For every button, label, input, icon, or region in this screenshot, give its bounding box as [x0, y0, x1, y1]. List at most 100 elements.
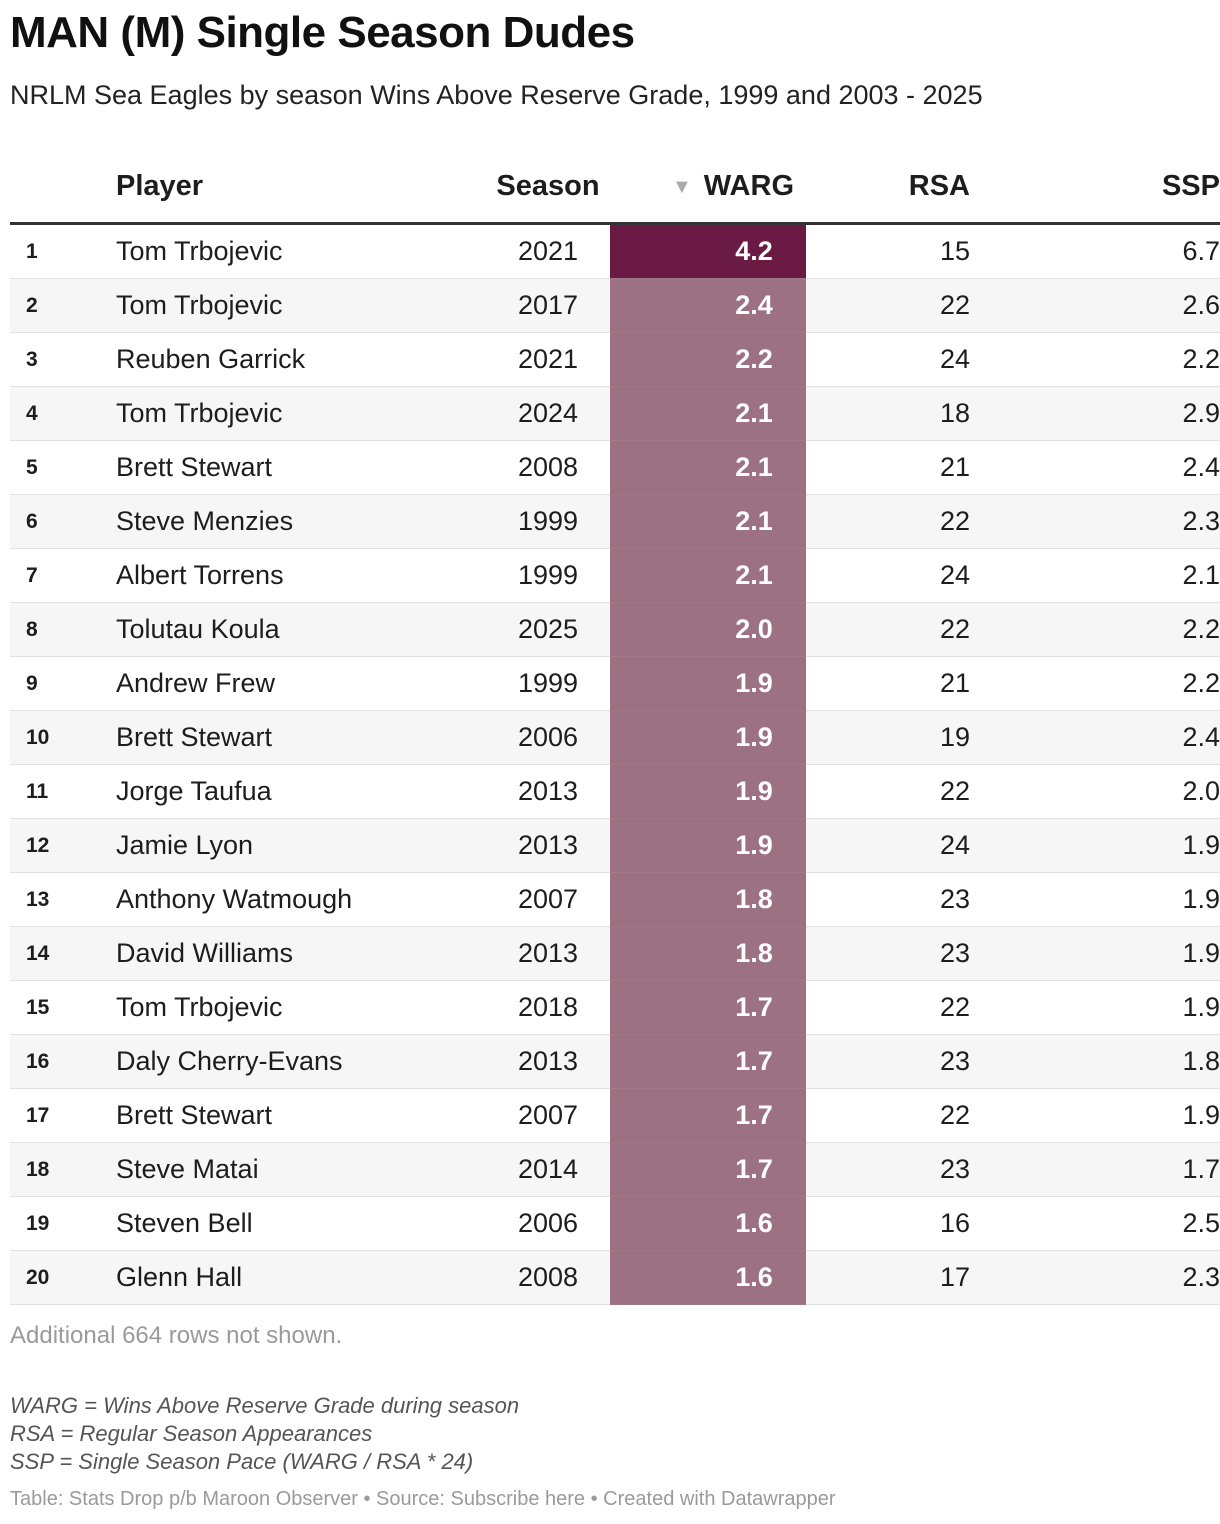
ssp-cell: 1.9	[980, 872, 1220, 927]
table-row: 17 Brett Stewart 2007 1.7 22 1.9	[10, 1088, 1220, 1143]
player-cell: Steve Matai	[116, 1142, 486, 1197]
season-cell: 2007	[486, 872, 610, 927]
table-row: 4 Tom Trbojevic 2024 2.1 18 2.9	[10, 386, 1220, 441]
season-cell: 2007	[486, 1088, 610, 1143]
ssp-cell: 2.1	[980, 548, 1220, 603]
table-row: 6 Steve Menzies 1999 2.1 22 2.3	[10, 494, 1220, 549]
footnote-rsa: RSA = Regular Season Appearances	[10, 1421, 373, 1446]
player-cell: Jamie Lyon	[116, 818, 486, 873]
ssp-cell: 2.2	[980, 602, 1220, 657]
ssp-cell: 1.7	[980, 1142, 1220, 1197]
player-cell: Reuben Garrick	[116, 332, 486, 387]
rsa-cell: 22	[806, 764, 980, 819]
ssp-cell: 1.9	[980, 926, 1220, 981]
ssp-header[interactable]: SSP	[980, 150, 1220, 225]
sort-down-icon: ▼	[671, 175, 692, 198]
table-row: 19 Steven Bell 2006 1.6 16 2.5	[10, 1196, 1220, 1251]
rsa-cell: 18	[806, 386, 980, 441]
rank-cell: 3	[10, 332, 116, 387]
rsa-cell: 22	[806, 494, 980, 549]
season-cell: 2006	[486, 1196, 610, 1251]
rsa-cell: 17	[806, 1250, 980, 1305]
warg-cell: 1.8	[610, 872, 806, 927]
warg-cell: 1.9	[610, 710, 806, 765]
warg-cell: 2.1	[610, 386, 806, 441]
player-cell: Brett Stewart	[116, 440, 486, 495]
ssp-cell: 1.9	[980, 1088, 1220, 1143]
player-cell: Tom Trbojevic	[116, 278, 486, 333]
ssp-cell: 2.5	[980, 1196, 1220, 1251]
player-cell: Brett Stewart	[116, 1088, 486, 1143]
player-header[interactable]: Player	[116, 150, 486, 225]
rsa-cell: 22	[806, 980, 980, 1035]
rank-cell: 11	[10, 764, 116, 819]
season-cell: 2008	[486, 440, 610, 495]
season-cell: 1999	[486, 548, 610, 603]
table-row: 9 Andrew Frew 1999 1.9 21 2.2	[10, 656, 1220, 711]
season-header[interactable]: Season	[486, 150, 610, 225]
warg-cell: 2.1	[610, 494, 806, 549]
season-cell: 2008	[486, 1250, 610, 1305]
table-row: 14 David Williams 2013 1.8 23 1.9	[10, 926, 1220, 981]
rank-header	[10, 150, 116, 225]
table-row: 18 Steve Matai 2014 1.7 23 1.7	[10, 1142, 1220, 1197]
rank-cell: 5	[10, 440, 116, 495]
ssp-cell: 1.9	[980, 818, 1220, 873]
rank-cell: 12	[10, 818, 116, 873]
warg-cell: 1.7	[610, 1034, 806, 1089]
table-row: 5 Brett Stewart 2008 2.1 21 2.4	[10, 440, 1220, 495]
season-cell: 2013	[486, 818, 610, 873]
table-row: 3 Reuben Garrick 2021 2.2 24 2.2	[10, 332, 1220, 387]
ssp-cell: 2.3	[980, 494, 1220, 549]
season-cell: 2006	[486, 710, 610, 765]
table-row: 11 Jorge Taufua 2013 1.9 22 2.0	[10, 764, 1220, 819]
rsa-header[interactable]: RSA	[806, 150, 980, 225]
rsa-cell: 22	[806, 1088, 980, 1143]
rsa-cell: 24	[806, 548, 980, 603]
ssp-cell: 1.9	[980, 980, 1220, 1035]
season-cell: 2021	[486, 332, 610, 387]
rank-cell: 19	[10, 1196, 116, 1251]
player-cell: Tom Trbojevic	[116, 386, 486, 441]
rank-cell: 13	[10, 872, 116, 927]
player-cell: Albert Torrens	[116, 548, 486, 603]
rank-cell: 15	[10, 980, 116, 1035]
table-row: 20 Glenn Hall 2008 1.6 17 2.3	[10, 1250, 1220, 1305]
more-rows-note: Additional 664 rows not shown.	[10, 1322, 343, 1349]
rank-cell: 20	[10, 1250, 116, 1305]
warg-header[interactable]: ▼ WARG	[610, 150, 806, 225]
rank-cell: 1	[10, 223, 116, 279]
warg-cell: 2.1	[610, 440, 806, 495]
season-cell: 2013	[486, 926, 610, 981]
player-cell: Steven Bell	[116, 1196, 486, 1251]
rank-cell: 9	[10, 656, 116, 711]
player-cell: Brett Stewart	[116, 710, 486, 765]
table-row: 7 Albert Torrens 1999 2.1 24 2.1	[10, 548, 1220, 603]
rank-cell: 7	[10, 548, 116, 603]
footnotes: WARG = Wins Above Reserve Grade during s…	[10, 1392, 519, 1476]
warg-cell: 1.9	[610, 656, 806, 711]
ssp-cell: 1.8	[980, 1034, 1220, 1089]
rank-cell: 6	[10, 494, 116, 549]
rsa-cell: 21	[806, 440, 980, 495]
chart-subtitle: NRLM Sea Eagles by season Wins Above Res…	[10, 80, 983, 110]
warg-cell: 2.1	[610, 548, 806, 603]
warg-cell: 2.4	[610, 278, 806, 333]
player-cell: Tom Trbojevic	[116, 980, 486, 1035]
rank-cell: 14	[10, 926, 116, 981]
rsa-cell: 21	[806, 656, 980, 711]
ssp-cell: 2.4	[980, 710, 1220, 765]
warg-header-label: WARG	[703, 169, 794, 202]
rsa-cell: 22	[806, 278, 980, 333]
rank-cell: 8	[10, 602, 116, 657]
rsa-cell: 23	[806, 1034, 980, 1089]
stats-table: Player Season ▼ WARG RSA SSP 1 Tom Trbojev…	[10, 150, 1220, 1305]
warg-cell: 1.7	[610, 980, 806, 1035]
season-cell: 1999	[486, 494, 610, 549]
warg-header-group: ▼ WARG	[622, 170, 794, 203]
warg-cell: 1.7	[610, 1142, 806, 1197]
table-header: Player Season ▼ WARG RSA SSP	[10, 150, 1220, 225]
warg-cell: 1.6	[610, 1250, 806, 1305]
player-cell: Daly Cherry-Evans	[116, 1034, 486, 1089]
ssp-cell: 2.0	[980, 764, 1220, 819]
